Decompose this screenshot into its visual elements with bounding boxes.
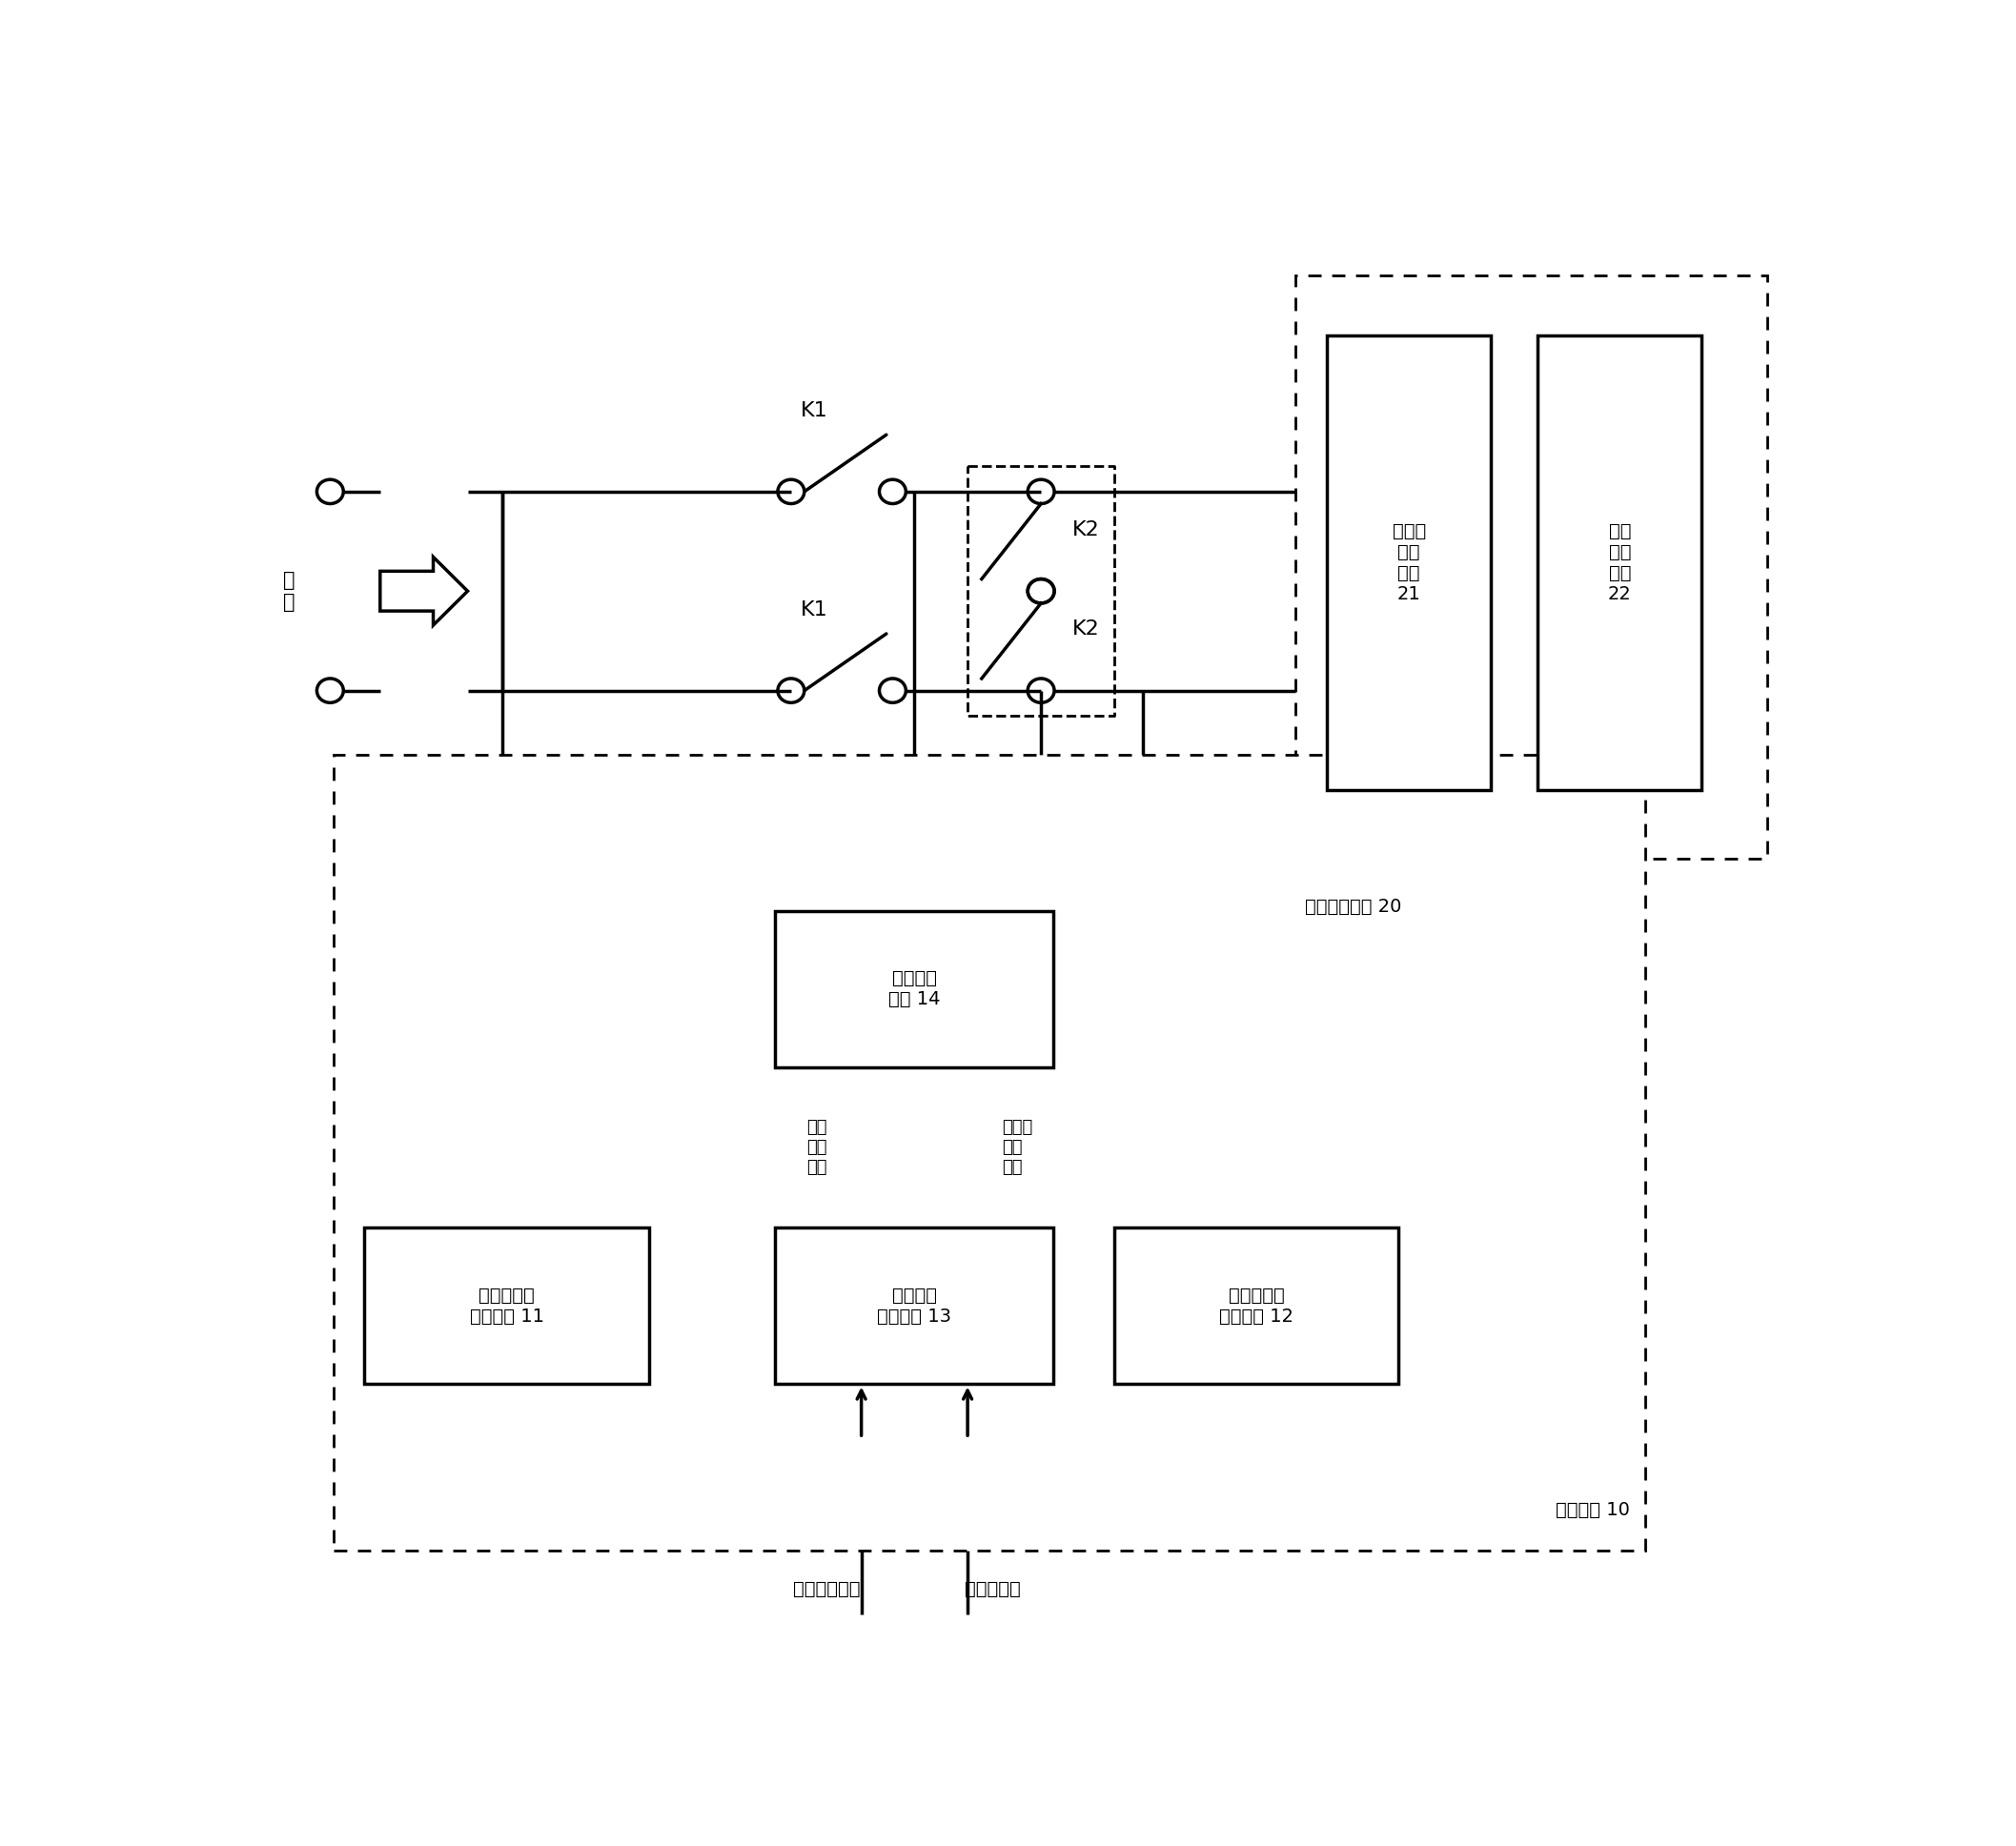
Text: 天
线: 天 线	[284, 570, 296, 611]
Bar	[1538, 336, 1702, 790]
Text: 接收
控制
信号: 接收 控制 信号	[806, 1119, 827, 1176]
Text: 收发切换信号: 收发切换信号	[794, 1580, 861, 1599]
Text: 隔离驱动
电路 14: 隔离驱动 电路 14	[889, 969, 939, 1008]
Bar	[776, 910, 1054, 1067]
Bar	[333, 755, 1645, 1551]
Bar	[1115, 1228, 1399, 1384]
Bar	[1296, 275, 1768, 858]
Bar	[1327, 336, 1492, 790]
Text: K1: K1	[800, 401, 829, 421]
Text: 前置放大电路 20: 前置放大电路 20	[1304, 899, 1401, 916]
Text: 接收
放大
电路
22: 接收 放大 电路 22	[1609, 522, 1631, 604]
Text: K2: K2	[1073, 620, 1099, 639]
FancyArrow shape	[381, 557, 468, 626]
Text: 收发泄放
逻辑电路 13: 收发泄放 逻辑电路 13	[877, 1287, 952, 1325]
Text: 隔离电路 10: 隔离电路 10	[1556, 1501, 1631, 1519]
Text: 输出高电压
检测电路 12: 输出高电压 检测电路 12	[1220, 1287, 1294, 1325]
Bar	[776, 1228, 1054, 1384]
Bar	[365, 1228, 649, 1384]
Text: 软泄放
控制
信号: 软泄放 控制 信号	[1002, 1119, 1032, 1176]
Text: 输入高电压
检测电路 11: 输入高电压 检测电路 11	[470, 1287, 544, 1325]
Text: K2: K2	[1073, 521, 1099, 539]
Text: 低噪声
放大
电路
21: 低噪声 放大 电路 21	[1393, 522, 1425, 604]
Text: 软泄放信号: 软泄放信号	[964, 1580, 1020, 1599]
Text: K1: K1	[800, 600, 829, 620]
